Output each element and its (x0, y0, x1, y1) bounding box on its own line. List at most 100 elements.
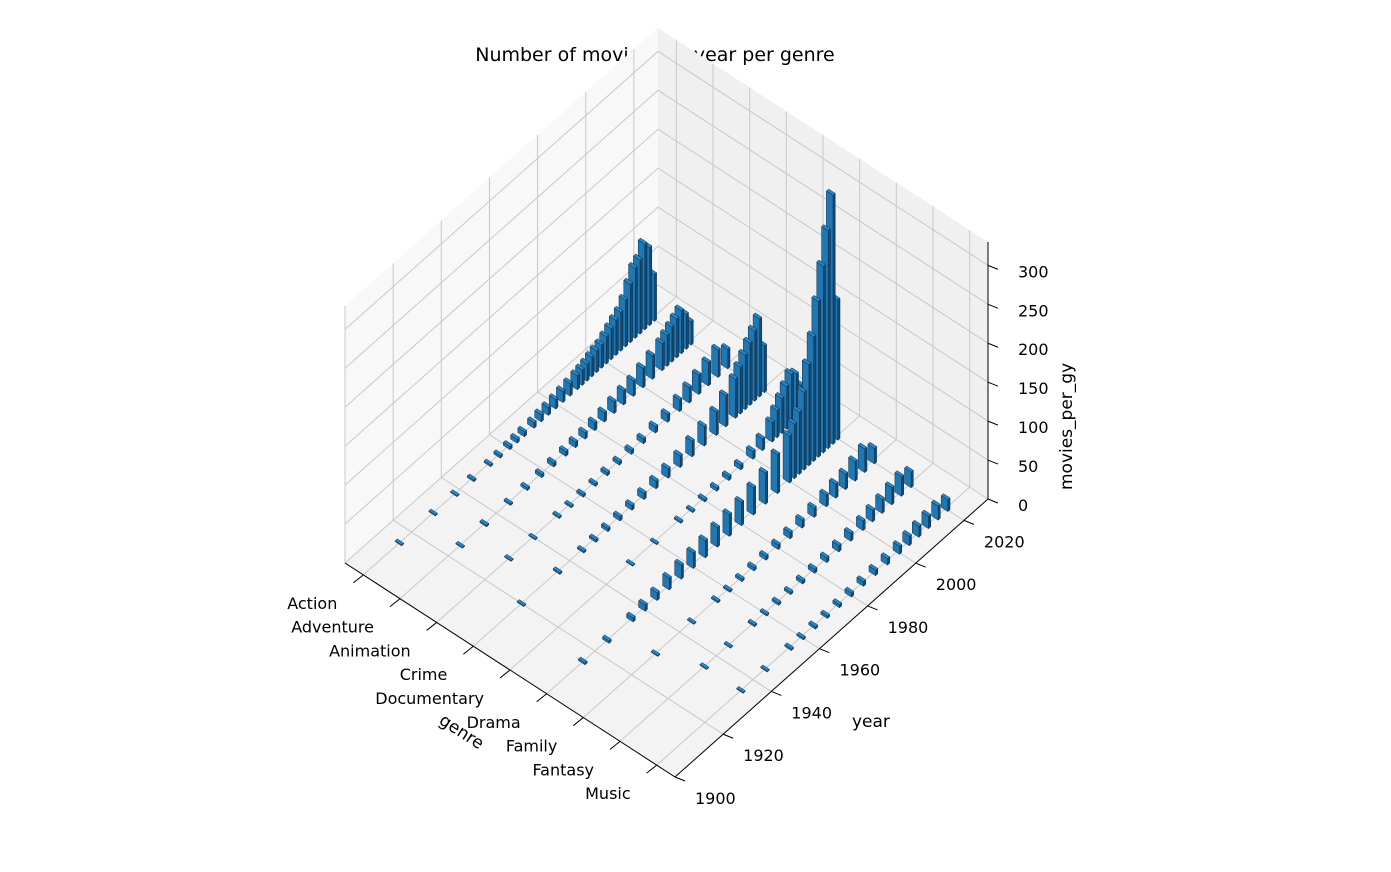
bar (844, 586, 855, 598)
bar (520, 481, 531, 492)
bar (736, 686, 746, 694)
bar (902, 529, 912, 547)
genre-tick (646, 764, 657, 774)
bar (674, 558, 684, 580)
genre-tick (463, 645, 474, 655)
bar (855, 514, 866, 532)
bar (568, 435, 579, 449)
bar (868, 563, 879, 577)
bar (527, 416, 537, 429)
bar (645, 349, 656, 380)
bar (856, 575, 867, 587)
bar (698, 534, 709, 559)
genre-tick-label: Crime (400, 665, 448, 684)
bar (552, 566, 563, 576)
bar (578, 426, 588, 440)
bar (865, 503, 876, 523)
genre-tick-label: Fantasy (532, 760, 594, 779)
bar (607, 395, 617, 415)
bar (466, 473, 477, 483)
bar (449, 489, 460, 498)
bar (783, 585, 794, 596)
z-tick-label: 0 (1018, 496, 1028, 515)
bar (577, 656, 588, 666)
bar (807, 562, 818, 574)
year-tick-label: 1960 (839, 661, 880, 680)
year-axis-label: year (852, 712, 890, 732)
bar (503, 497, 514, 507)
bar (720, 342, 731, 370)
year-tick-label: 1980 (888, 618, 929, 637)
bar (722, 584, 733, 593)
bar (612, 510, 623, 522)
z-tick (987, 420, 999, 426)
bar (759, 549, 769, 561)
bar (746, 481, 757, 516)
year-tick (963, 519, 975, 525)
z-tick (987, 381, 999, 387)
z-tick-label: 250 (1018, 301, 1049, 320)
bar (588, 477, 599, 488)
bar (697, 420, 707, 447)
genre-tick-label: Documentary (375, 689, 484, 708)
back-pane-genre-side (345, 28, 658, 563)
bar (576, 488, 586, 498)
bar (843, 526, 854, 542)
z-tick-label: 150 (1018, 379, 1049, 398)
bar (576, 544, 587, 554)
z-tick-label: 100 (1018, 418, 1049, 437)
bar (455, 540, 466, 549)
gridline-z (344, 167, 989, 447)
bar (709, 405, 719, 437)
gridline-z (344, 128, 989, 408)
bar (635, 361, 646, 389)
bar (770, 448, 781, 495)
genre-tick (609, 740, 621, 750)
bar (828, 477, 839, 499)
gridline-z (344, 50, 989, 330)
bar (755, 432, 766, 452)
year-tick-label: 2000 (936, 575, 977, 594)
bar (587, 416, 598, 432)
bar (662, 571, 672, 591)
year-tick-label: 1940 (791, 703, 832, 722)
bar (558, 445, 569, 457)
bar (884, 481, 895, 506)
bar (493, 449, 503, 459)
bar (904, 465, 914, 489)
year-tick (771, 690, 782, 696)
bar (626, 374, 636, 398)
bar (921, 509, 932, 530)
bar (838, 467, 849, 491)
bar (857, 442, 868, 474)
bar (588, 533, 599, 543)
year-tick (819, 648, 830, 654)
bar (734, 495, 745, 527)
bar (612, 455, 623, 466)
bar (534, 468, 545, 479)
bar (649, 537, 660, 546)
z-axis-label: movies_per_gy (1057, 363, 1077, 490)
bar (650, 649, 661, 658)
genre-tick-label: Drama (467, 713, 521, 732)
bar (691, 368, 702, 396)
year-axis-line (674, 498, 989, 778)
bar (697, 493, 708, 503)
bar (479, 518, 490, 528)
bar (848, 455, 858, 482)
genre-tick (389, 598, 401, 608)
genre-tick-label: Music (585, 784, 631, 803)
bar (516, 599, 527, 608)
bar (723, 640, 734, 649)
z-tick-label: 50 (1018, 457, 1038, 476)
bar (517, 425, 528, 438)
bar (673, 515, 684, 524)
bar (394, 538, 405, 547)
z-tick-label: 300 (1018, 262, 1049, 281)
bar (672, 393, 683, 413)
genre-tick (573, 717, 584, 726)
bar (685, 434, 695, 458)
bar (682, 381, 692, 404)
bar (765, 416, 775, 443)
